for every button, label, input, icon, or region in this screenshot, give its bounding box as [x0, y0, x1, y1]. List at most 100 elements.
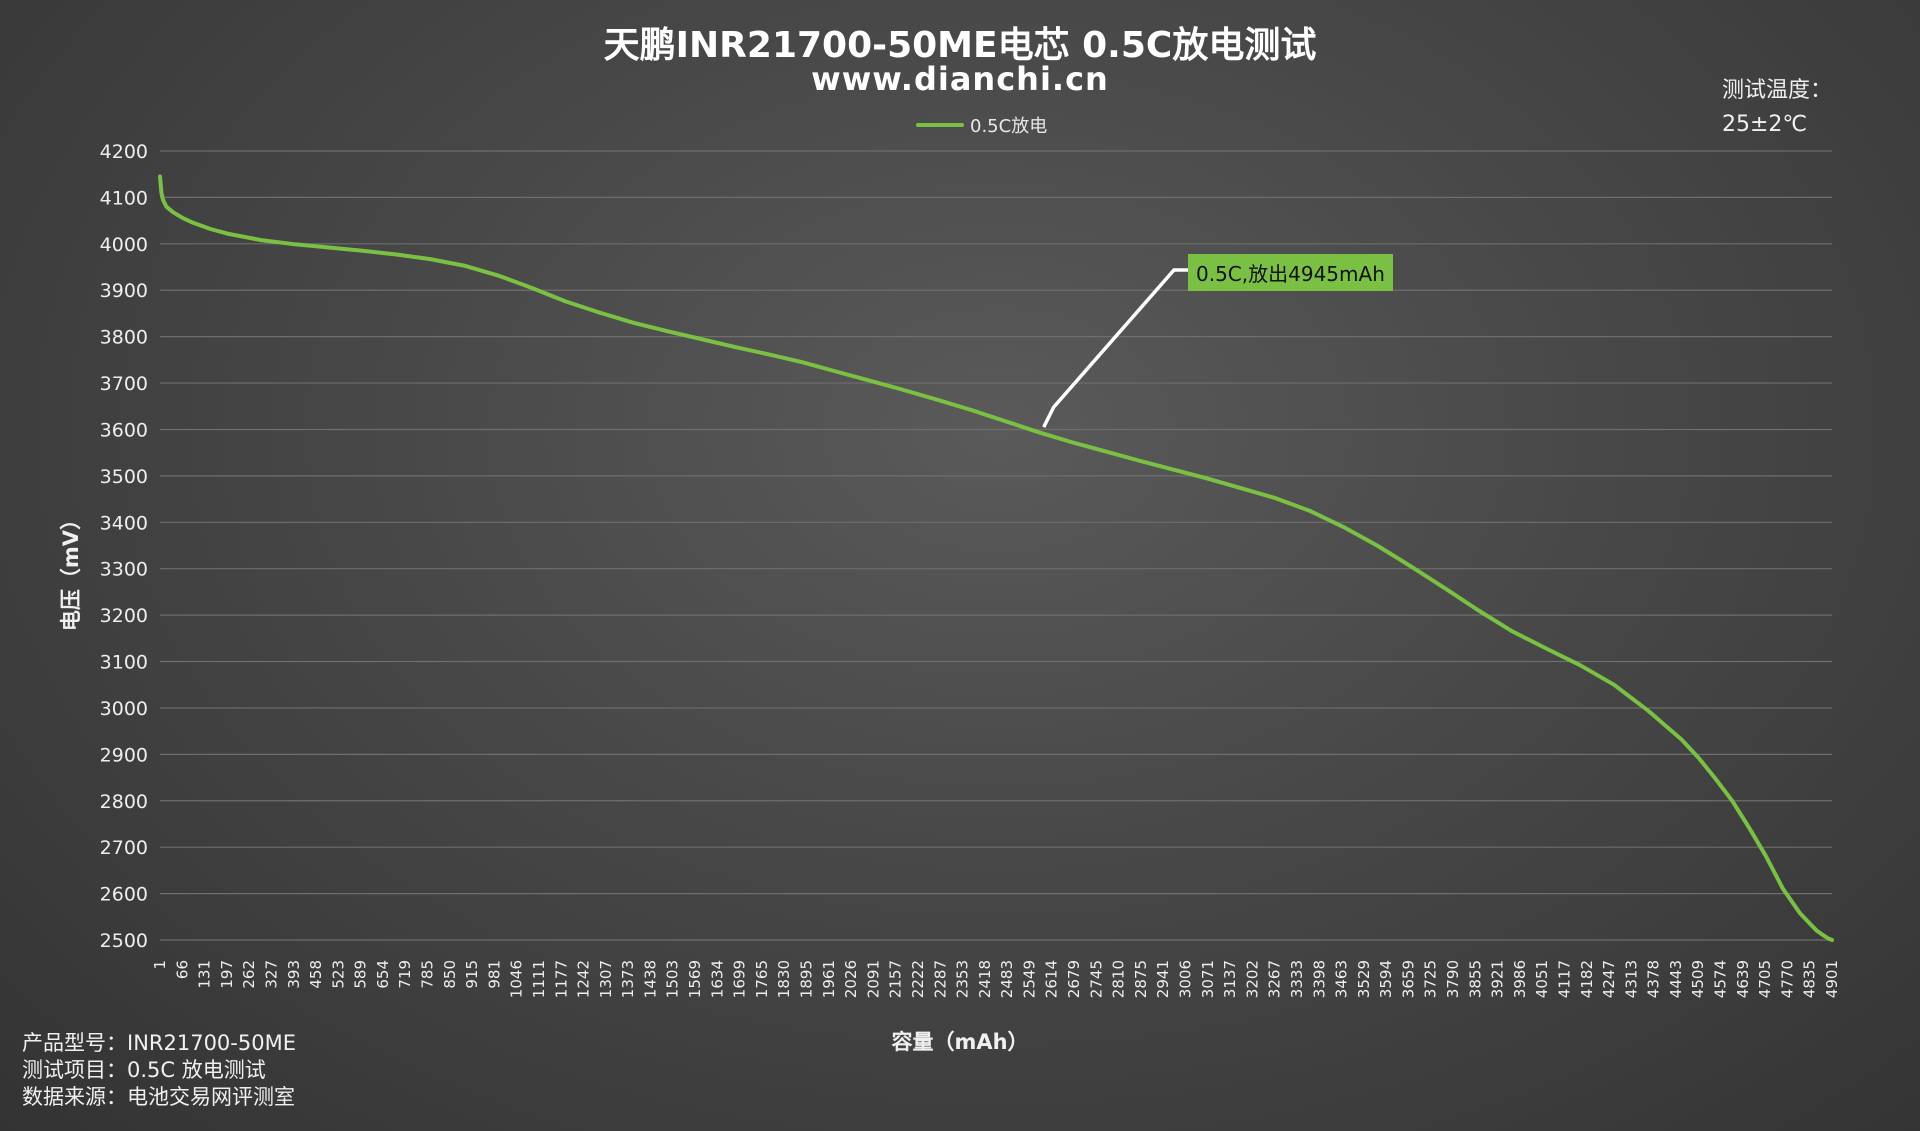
x-tick-label: 3202 — [1243, 960, 1261, 998]
x-tick-label: 2875 — [1132, 960, 1150, 998]
x-tick-label: 1438 — [641, 960, 659, 998]
x-tick-label: 654 — [374, 960, 392, 989]
x-tick-label: 1961 — [820, 960, 838, 998]
x-tick-label: 1634 — [708, 960, 726, 998]
series-line — [158, 174, 1834, 942]
x-tick-label: 66 — [173, 960, 191, 979]
y-tick-label: 4100 — [100, 187, 148, 209]
x-tick-label: 2287 — [931, 960, 949, 998]
x-tick-label: 3463 — [1333, 960, 1351, 998]
x-tick-label: 2549 — [1020, 960, 1038, 998]
x-tick-label: 3529 — [1355, 960, 1373, 998]
x-tick-label: 4117 — [1555, 960, 1573, 998]
y-tick-label: 3600 — [100, 419, 148, 441]
x-tick-label: 4378 — [1645, 960, 1663, 998]
y-tick-labels: 2500 2600 2700 2800 2900 3000 3100 3200 3300 3400… — [100, 141, 148, 952]
x-tick-label: 1830 — [775, 960, 793, 998]
callout-leader — [1042, 268, 1190, 428]
y-tick-label: 3000 — [100, 698, 148, 720]
y-tick-label: 3300 — [100, 559, 148, 581]
temperature-label: 测试温度： — [1722, 78, 1833, 103]
x-tick-label: 4574 — [1712, 960, 1730, 998]
x-tick-label: 1307 — [597, 960, 615, 998]
x-tick-label: 2745 — [1087, 960, 1105, 998]
x-tick-label: 2222 — [909, 960, 927, 998]
callout-leader-line — [1042, 268, 1190, 428]
x-tick-label: 2941 — [1154, 960, 1172, 998]
y-tick-label: 3900 — [100, 280, 148, 302]
x-tick-label: 1895 — [798, 960, 816, 998]
x-tick-label: 4443 — [1667, 960, 1685, 998]
x-tick-label: 2026 — [842, 960, 860, 998]
x-tick-label: 4770 — [1778, 960, 1796, 998]
x-tick-label: 3659 — [1399, 960, 1417, 998]
x-tick-label: 785 — [419, 960, 437, 989]
x-tick-label: 1503 — [664, 960, 682, 998]
x-tick-label: 1569 — [686, 960, 704, 998]
y-tick-label: 2700 — [100, 837, 148, 859]
x-tick-label: 2353 — [954, 960, 972, 998]
x-tick-label: 4901 — [1823, 960, 1841, 998]
x-tick-label: 131 — [196, 960, 214, 989]
x-axis-label: 容量（mAh） — [891, 1030, 1029, 1054]
x-tick-label: 3725 — [1422, 960, 1440, 998]
y-tick-label: 4000 — [100, 234, 148, 256]
x-tick-label: 2091 — [864, 960, 882, 998]
x-tick-label: 262 — [240, 960, 258, 989]
x-tick-label: 1177 — [552, 960, 570, 998]
x-tick-label: 4247 — [1600, 960, 1618, 998]
x-tick-label: 1046 — [508, 960, 526, 998]
y-tick-label: 3500 — [100, 466, 148, 488]
y-tick-label: 3200 — [100, 605, 148, 627]
x-tick-label: 1765 — [753, 960, 771, 998]
x-tick-label: 3398 — [1310, 960, 1328, 998]
x-tick-label: 4835 — [1801, 960, 1819, 998]
x-tick-label: 4639 — [1734, 960, 1752, 998]
info-source: 数据来源：电池交易网评测室 — [22, 1085, 295, 1109]
y-tick-label: 2900 — [100, 744, 148, 766]
legend-label: 0.5C放电 — [970, 116, 1048, 137]
chart-subtitle: www.dianchi.cn — [811, 60, 1109, 98]
x-tick-label: 2418 — [976, 960, 994, 998]
x-tick-label: 458 — [307, 960, 325, 989]
y-tick-label: 3100 — [100, 652, 148, 674]
y-tick-label: 4200 — [100, 141, 148, 163]
x-tick-label: 589 — [352, 960, 370, 989]
y-tick-label: 2500 — [100, 930, 148, 952]
x-tick-label: 2483 — [998, 960, 1016, 998]
x-tick-label: 2679 — [1065, 960, 1083, 998]
x-tick-label: 327 — [262, 960, 280, 989]
y-tick-label: 3400 — [100, 512, 148, 534]
legend-swatch — [916, 123, 964, 127]
x-tick-label: 1111 — [530, 960, 548, 998]
x-tick-label: 4313 — [1622, 960, 1640, 998]
x-tick-label: 4182 — [1578, 960, 1596, 998]
x-tick-label: 4509 — [1689, 960, 1707, 998]
x-tick-label: 981 — [485, 960, 503, 989]
x-tick-label: 2614 — [1043, 960, 1061, 998]
x-tick-label: 719 — [396, 960, 414, 989]
x-tick-label: 3137 — [1221, 960, 1239, 998]
legend: 0.5C放电 — [916, 112, 1047, 138]
x-tick-label: 3267 — [1266, 960, 1284, 998]
x-tick-label: 915 — [463, 960, 481, 989]
x-tick-label: 523 — [329, 960, 347, 989]
chart-title: 天鹏INR21700-50ME电芯 0.5C放电测试 — [603, 25, 1317, 66]
x-tick-label: 1242 — [575, 960, 593, 998]
x-tick-label: 3855 — [1466, 960, 1484, 998]
y-tick-label: 3800 — [100, 327, 148, 349]
x-tick-label: 850 — [441, 960, 459, 989]
y-axis-label: 电压（mV） — [59, 508, 83, 632]
test-temperature: 测试温度： 25±2℃ — [1722, 74, 1832, 142]
x-tick-label: 4051 — [1533, 960, 1551, 998]
x-tick-label: 1699 — [731, 960, 749, 998]
x-tick-label: 3986 — [1511, 960, 1529, 998]
x-tick-label: 2810 — [1110, 960, 1128, 998]
x-tick-label: 3594 — [1377, 960, 1395, 998]
x-tick-label: 3006 — [1176, 960, 1194, 998]
x-tick-label: 4705 — [1756, 960, 1774, 998]
series-layer — [158, 174, 1834, 942]
x-tick-label: 1373 — [619, 960, 637, 998]
info-item: 测试项目：0.5C 放电测试 — [22, 1058, 266, 1082]
